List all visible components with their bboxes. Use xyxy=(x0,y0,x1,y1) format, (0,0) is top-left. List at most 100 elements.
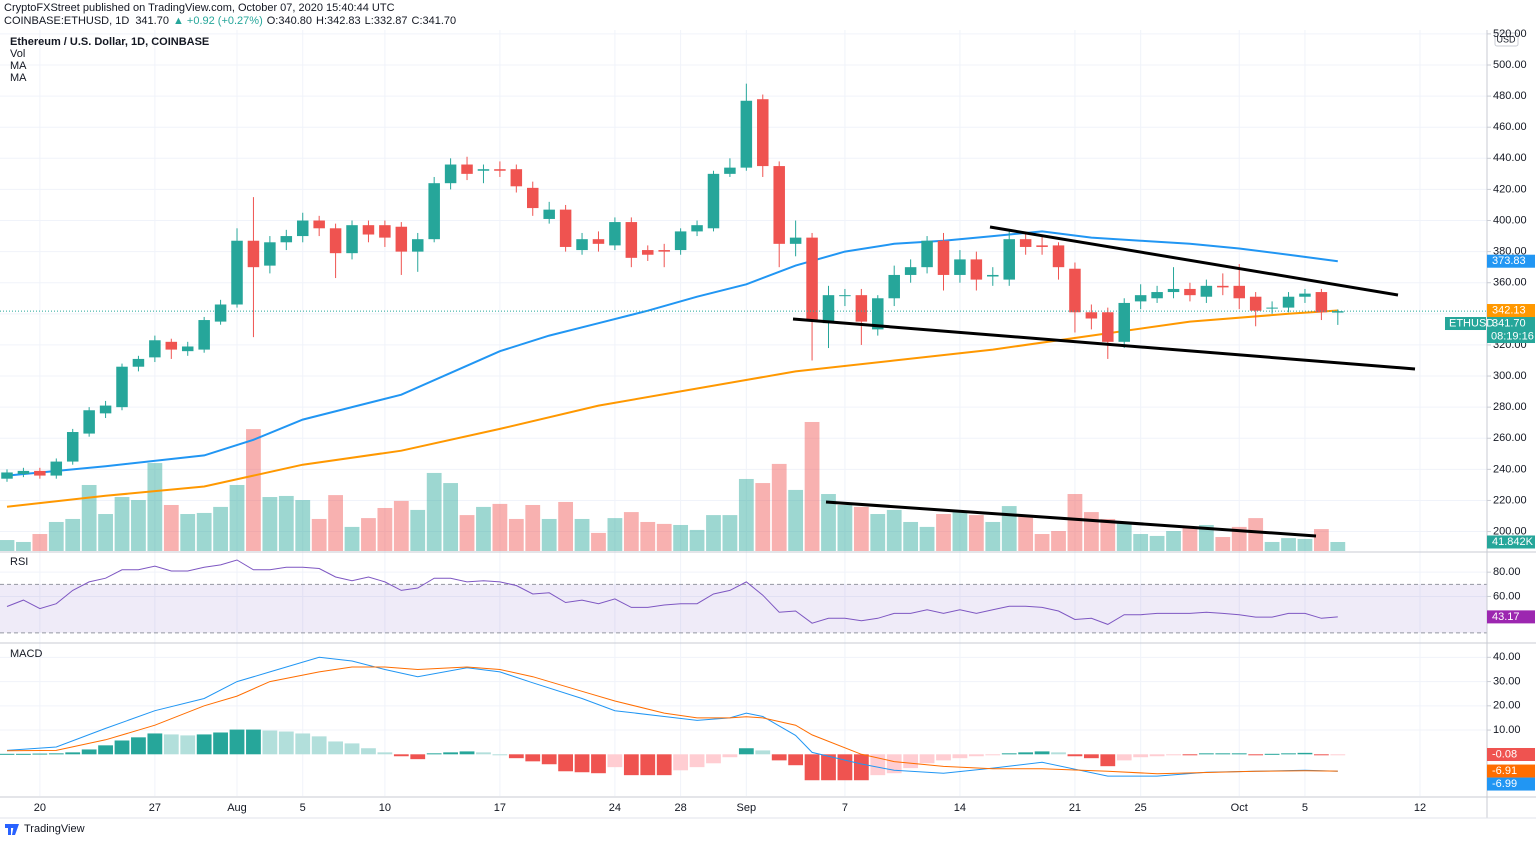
macd-histogram xyxy=(459,751,475,755)
candle-body xyxy=(806,237,818,321)
volume-bar xyxy=(476,506,491,551)
candle-body xyxy=(872,298,884,330)
candle-body xyxy=(773,166,785,244)
macd-histogram xyxy=(361,748,376,755)
macd-histogram xyxy=(623,754,639,776)
macd-histogram xyxy=(180,735,196,755)
macd-histogram xyxy=(1100,754,1116,767)
x-tick-label: 27 xyxy=(149,802,161,814)
macd-histogram xyxy=(968,754,984,757)
volume-bar xyxy=(1248,518,1264,551)
macd-histogram xyxy=(1083,754,1099,759)
macd-histogram xyxy=(837,754,853,781)
price-tag xyxy=(1487,764,1535,778)
candle-body xyxy=(411,239,424,252)
macd-histogram xyxy=(936,754,951,761)
volume-bar xyxy=(377,507,393,551)
volume-bar xyxy=(410,509,426,551)
macd-histogram xyxy=(328,741,343,755)
price-tag xyxy=(1487,610,1535,624)
y-tick-label: 200.00 xyxy=(1493,525,1527,537)
candle-body xyxy=(658,250,670,252)
candle-body xyxy=(1019,239,1032,247)
volume-bar xyxy=(0,540,15,551)
currency[interactable]: USD xyxy=(1496,34,1516,44)
candle-body xyxy=(1118,302,1130,342)
volume-bar xyxy=(870,514,886,551)
macd-histogram xyxy=(607,754,623,768)
macd-histogram xyxy=(410,754,426,760)
candle-body xyxy=(855,295,868,322)
volume-bar xyxy=(1330,542,1346,551)
volume-bar xyxy=(1215,537,1231,551)
price-tag-label: 41.842K xyxy=(1492,536,1534,548)
brand[interactable]: TradingView xyxy=(24,823,85,835)
line xyxy=(6,656,1338,777)
volume-bar xyxy=(16,541,31,551)
candle-body xyxy=(1184,288,1196,296)
candle-body xyxy=(740,100,753,168)
last-price: 341.70 xyxy=(135,15,169,27)
candle-body xyxy=(280,236,293,243)
volume-bar xyxy=(1018,515,1034,551)
macd-histogram xyxy=(656,754,672,776)
volume-bar xyxy=(443,483,458,551)
volume-bar xyxy=(246,429,261,551)
published-line: CryptoFXStreet published on TradingView.… xyxy=(4,2,395,14)
candle-body xyxy=(987,274,999,277)
volume-bar xyxy=(1100,518,1116,551)
volume-bar xyxy=(1133,534,1149,551)
macd-histogram xyxy=(870,754,886,776)
candle-body xyxy=(674,231,687,251)
candle-body xyxy=(66,432,79,462)
macd-histogram xyxy=(443,752,458,755)
macd-histogram xyxy=(1297,752,1313,755)
x-tick-label: Oct xyxy=(1231,802,1248,814)
volume-bar xyxy=(1067,494,1083,551)
macd-histogram xyxy=(738,748,754,755)
candle-body xyxy=(198,320,210,350)
macd-histogram xyxy=(1182,754,1198,756)
volume-bar xyxy=(492,503,508,551)
volume-bar xyxy=(196,512,212,551)
macd-histogram xyxy=(591,754,606,774)
volume-bar xyxy=(213,506,228,551)
macd-histogram xyxy=(771,754,787,761)
candle-body xyxy=(1069,268,1081,313)
currency-box[interactable] xyxy=(1494,32,1519,47)
y-tick-label: 20.00 xyxy=(1493,700,1521,712)
macd-histogram xyxy=(114,740,130,755)
macd-histogram xyxy=(147,733,163,755)
volume-bar xyxy=(558,501,574,551)
volume-bar xyxy=(180,514,196,551)
candle-body xyxy=(839,295,851,297)
y-tick-label: 440.00 xyxy=(1493,152,1527,164)
candle-body xyxy=(17,470,30,475)
macd-histogram xyxy=(262,730,278,755)
y-tick-label: 400.00 xyxy=(1493,214,1527,226)
candle-body xyxy=(1217,285,1229,288)
volume-bar xyxy=(656,523,672,551)
brand-logo[interactable] xyxy=(5,824,19,835)
volume-bar xyxy=(755,483,771,551)
volume-bar xyxy=(968,515,984,551)
macd-histogram xyxy=(1313,754,1329,756)
close: C:341.70 xyxy=(412,15,457,27)
y-tick-label: 240.00 xyxy=(1493,463,1527,475)
candle-body xyxy=(1167,288,1180,293)
candle-body xyxy=(494,169,506,171)
candle-body xyxy=(904,267,917,275)
plot xyxy=(0,30,1487,796)
volume-bar xyxy=(1116,521,1132,551)
line xyxy=(6,666,1338,775)
candle-body xyxy=(1052,245,1065,268)
candle-body xyxy=(642,250,654,255)
candle-body xyxy=(1003,239,1015,280)
price-tag-label: 373.83 xyxy=(1492,255,1526,267)
volume-bar xyxy=(131,500,146,551)
macd-histogram xyxy=(1018,752,1034,755)
y-tick-label: 520.00 xyxy=(1493,28,1527,40)
candle-body xyxy=(822,295,835,324)
x-tick-label: Sep xyxy=(737,802,757,814)
x-tick-label: 28 xyxy=(674,802,686,814)
